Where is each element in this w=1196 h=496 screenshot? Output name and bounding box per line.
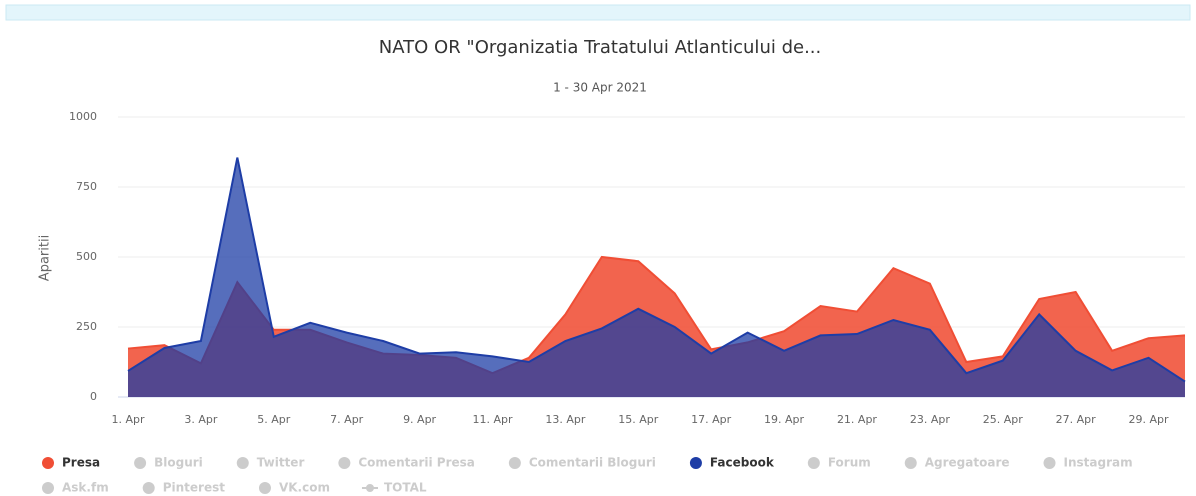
x-tick-label: 17. Apr — [691, 413, 731, 426]
x-tick-label: 9. Apr — [403, 413, 436, 426]
x-tick-label: 27. Apr — [1056, 413, 1096, 426]
legend-label: Twitter — [257, 456, 305, 470]
legend-item[interactable]: VK.com — [258, 481, 330, 495]
legend-item[interactable]: Bloguri — [134, 456, 203, 470]
legend-symbol — [258, 482, 271, 494]
legend-symbol — [134, 457, 147, 469]
legend-item[interactable]: Presa — [42, 456, 100, 470]
x-tick-label: 5. Apr — [257, 413, 290, 426]
legend-label: TOTAL — [384, 481, 427, 495]
x-tick-label: 13. Apr — [545, 413, 585, 426]
legend-symbol — [142, 482, 155, 494]
chart-title: NATO OR "Organizatia Tratatului Atlantic… — [379, 37, 821, 58]
x-tick-label: 29. Apr — [1129, 413, 1169, 426]
top-bar — [5, 4, 1191, 21]
chart-subtitle: 1 - 30 Apr 2021 — [553, 81, 647, 95]
x-tick-label: 19. Apr — [764, 413, 804, 426]
legend-symbol — [807, 457, 820, 469]
legend-symbol — [42, 482, 54, 494]
y-tick-label: 250 — [76, 320, 97, 333]
legend-symbol — [904, 457, 917, 469]
area — [128, 157, 1185, 397]
legend-symbol — [365, 484, 374, 492]
legend-label: Presa — [62, 456, 100, 470]
y-axis-label: Aparitii — [38, 235, 53, 281]
legend-item[interactable]: Comentarii Bloguri — [508, 456, 656, 470]
legend-item[interactable]: Twitter — [236, 456, 305, 470]
legend-label: Comentarii Bloguri — [529, 456, 656, 470]
y-tick-label: 1000 — [69, 110, 97, 123]
legend-symbol — [1043, 457, 1056, 469]
legend-item[interactable]: Ask.fm — [42, 481, 109, 495]
legend-symbol — [508, 457, 521, 469]
legend-label: Facebook — [710, 456, 775, 470]
legend-label: Agregatoare — [925, 456, 1010, 470]
legend-label: VK.com — [279, 481, 330, 495]
legend-symbol — [236, 457, 249, 469]
legend-item[interactable]: Forum — [807, 456, 871, 470]
legend-item[interactable]: TOTAL — [361, 481, 427, 495]
legend-symbol — [338, 457, 351, 469]
line — [127, 157, 1186, 383]
x-tick-label: 21. Apr — [837, 413, 877, 426]
legend-label: Pinterest — [163, 481, 226, 495]
legend-label: Ask.fm — [62, 481, 109, 495]
x-tick-label: 3. Apr — [184, 413, 217, 426]
x-tick-label: 11. Apr — [472, 413, 512, 426]
x-tick-label: 1. Apr — [111, 413, 144, 426]
legend-label: Forum — [828, 456, 871, 470]
y-tick-label: 500 — [76, 250, 97, 263]
y-tick-label: 0 — [90, 390, 97, 403]
legend-item[interactable]: Agregatoare — [904, 456, 1010, 470]
y-tick-label: 750 — [76, 180, 97, 193]
legend-label: Instagram — [1064, 456, 1133, 470]
x-tick-label: 25. Apr — [983, 413, 1023, 426]
x-tick-label: 7. Apr — [330, 413, 363, 426]
legend-item[interactable]: Instagram — [1043, 456, 1133, 470]
legend-item[interactable]: Pinterest — [142, 481, 226, 495]
legend-label: Comentarii Presa — [358, 456, 474, 470]
x-tick-label: 15. Apr — [618, 413, 658, 426]
legend-label: Bloguri — [154, 456, 203, 470]
legend-item[interactable]: Facebook — [689, 456, 775, 470]
x-tick-label: 23. Apr — [910, 413, 950, 426]
legend-item[interactable]: Comentarii Presa — [338, 456, 475, 470]
legend-symbol — [689, 457, 702, 469]
legend-symbol — [42, 457, 54, 469]
